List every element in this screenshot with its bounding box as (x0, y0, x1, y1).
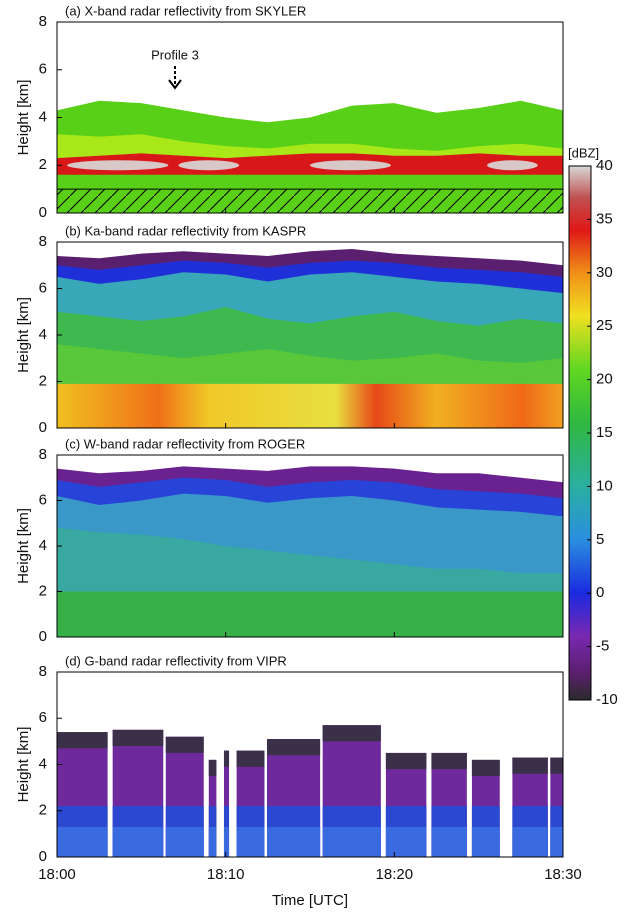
colorbar-tick-label: 5 (596, 531, 604, 548)
y-tick-label: 2 (39, 582, 47, 599)
panel-title: (a) X-band radar reflectivity from SKYLE… (65, 3, 306, 18)
reflectivity-field (57, 732, 108, 749)
reflectivity-field (431, 826, 467, 857)
reflectivity-field (165, 736, 204, 753)
reflectivity-field (512, 826, 548, 857)
y-tick-label: 4 (39, 108, 47, 125)
panel: (c) W-band radar reflectivity from ROGER… (15, 436, 564, 645)
y-tick-label: 2 (39, 372, 47, 389)
reflectivity-field (550, 826, 563, 857)
reflectivity-field (112, 826, 164, 857)
reflectivity-field (322, 725, 381, 742)
reflectivity-field (512, 757, 548, 774)
reflectivity-field (223, 750, 230, 857)
panel: (a) X-band radar reflectivity from SKYLE… (15, 3, 564, 221)
y-tick-label: 6 (39, 279, 47, 296)
colorbar-tick-label: 20 (596, 371, 613, 388)
reflectivity-field (236, 826, 265, 857)
y-tick-label: 2 (39, 802, 47, 819)
y-tick-label: 0 (39, 628, 47, 645)
y-tick-label: 6 (39, 709, 47, 726)
reflectivity-field (322, 826, 381, 857)
y-tick-label: 4 (39, 755, 47, 772)
reflectivity-field (266, 826, 321, 857)
reflectivity-field (112, 729, 164, 746)
colorbar-tick-label: 25 (596, 317, 613, 334)
colorbar-tick-label: 35 (596, 210, 613, 227)
y-tick-label: 8 (39, 13, 47, 30)
reflectivity-field (431, 752, 467, 770)
colorbar-tick-label: 30 (596, 264, 613, 281)
y-tick-label: 2 (39, 156, 47, 173)
colorbar-tick-label: 10 (596, 477, 613, 494)
reflectivity-field (57, 153, 563, 175)
reflectivity-core (178, 160, 240, 171)
panel-title: (c) W-band radar reflectivity from ROGER (65, 436, 305, 451)
y-tick-label: 0 (39, 848, 47, 865)
annotation-arrowhead (168, 79, 182, 90)
y-tick-label: 0 (39, 419, 47, 436)
reflectivity-field (165, 826, 204, 857)
reflectivity-field (266, 739, 321, 756)
panel-title: (b) Ka-band radar reflectivity from KASP… (65, 223, 306, 238)
reflectivity-field (236, 750, 265, 767)
colorbar-tick-label: -5 (596, 638, 609, 655)
reflectivity-field (208, 826, 217, 857)
reflectivity-field (385, 752, 427, 770)
reflectivity-field (385, 826, 427, 857)
colorbar-tick-label: 15 (596, 424, 613, 441)
reflectivity-core (67, 160, 169, 171)
panel: (d) G-band radar reflectivity from VIPR H… (15, 653, 582, 909)
reflectivity-core (310, 160, 391, 171)
hatched-region (56, 188, 564, 214)
y-axis-label: Height [km] (15, 297, 32, 373)
x-tick-label: 18:10 (207, 866, 245, 883)
y-tick-label: 4 (39, 326, 47, 343)
y-axis-label: Height [km] (15, 80, 32, 156)
x-axis-label: Time [UTC] (272, 892, 348, 909)
y-tick-label: 8 (39, 663, 47, 680)
x-tick-label: 18:20 (376, 866, 414, 883)
reflectivity-field (223, 750, 230, 767)
colorbar-label: [dBZ] (568, 145, 599, 160)
colorbar-tick-label: 40 (596, 157, 613, 174)
reflectivity-field (550, 757, 563, 774)
y-axis-label: Height [km] (15, 727, 32, 803)
y-tick-label: 8 (39, 233, 47, 250)
y-axis-label: Height [km] (15, 508, 32, 584)
panel: (b) Ka-band radar reflectivity from KASP… (15, 223, 564, 436)
reflectivity-field (471, 759, 500, 777)
y-tick-label: 0 (39, 204, 47, 221)
reflectivity-field (57, 826, 108, 857)
y-tick-label: 8 (39, 446, 47, 463)
colorbar-tick-label: 0 (596, 584, 604, 601)
reflectivity-field (57, 591, 563, 637)
reflectivity-field (57, 134, 563, 161)
reflectivity-field (223, 826, 230, 857)
y-tick-label: 6 (39, 491, 47, 508)
panels: (a) X-band radar reflectivity from SKYLE… (15, 3, 618, 909)
panel-title: (d) G-band radar reflectivity from VIPR (65, 653, 287, 668)
reflectivity-field (208, 759, 217, 777)
reflectivity-core (487, 160, 538, 171)
y-tick-label: 4 (39, 537, 47, 554)
annotation: Profile 3 (151, 47, 199, 62)
y-tick-label: 6 (39, 61, 47, 78)
x-tick-label: 18:00 (38, 866, 76, 883)
x-tick-label: 18:30 (544, 866, 582, 883)
reflectivity-field (57, 383, 563, 428)
reflectivity-field (471, 826, 500, 857)
colorbar-tick-label: -10 (596, 691, 618, 708)
